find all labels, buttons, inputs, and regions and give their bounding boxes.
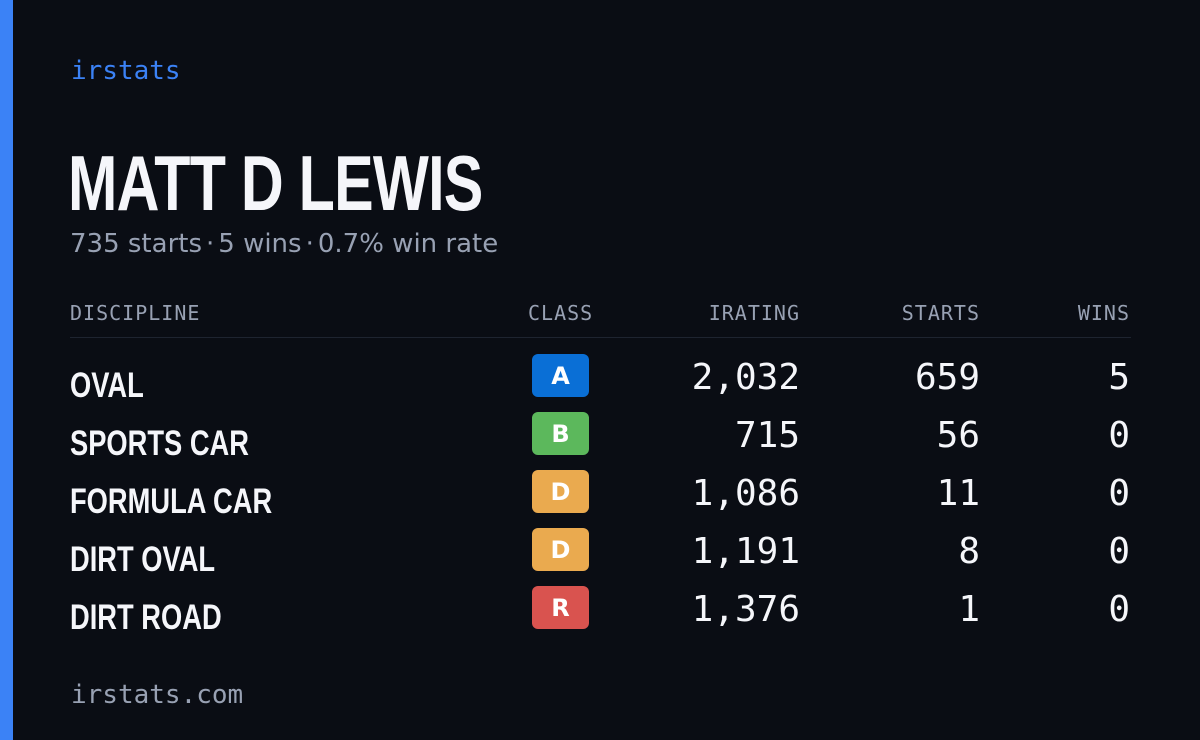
license-class-badge: D xyxy=(532,470,589,513)
header-class: CLASS xyxy=(528,301,594,325)
license-class-badge: R xyxy=(532,586,589,629)
wins-value: 0 xyxy=(1108,415,1130,456)
separator-dot: · xyxy=(305,229,314,259)
table-row: OVAL A 2,032 659 5 xyxy=(70,354,1131,412)
discipline-name: DIRT ROAD xyxy=(70,598,222,637)
table-body: OVAL A 2,032 659 5 SPORTS CAR B 715 56 0… xyxy=(70,354,1131,644)
win-rate: 0.7% win rate xyxy=(317,229,499,259)
starts-value: 659 xyxy=(914,357,980,398)
header-irating: IRATING xyxy=(708,301,800,325)
table-row: DIRT OVAL D 1,191 8 0 xyxy=(70,528,1131,586)
wins-value: 5 xyxy=(1108,357,1130,398)
license-class-badge: D xyxy=(532,528,589,571)
starts-value: 1 xyxy=(958,589,980,630)
driver-summary: 735 starts · 5 wins · 0.7% win rate xyxy=(70,229,498,259)
starts-value: 8 xyxy=(958,531,980,572)
license-class-badge: B xyxy=(532,412,589,455)
table-header: DISCIPLINE CLASS IRATING STARTS WINS xyxy=(70,300,1131,338)
irating-value: 715 xyxy=(734,415,800,456)
discipline-stats-table: DISCIPLINE CLASS IRATING STARTS WINS OVA… xyxy=(70,300,1131,644)
starts-value: 56 xyxy=(936,415,980,456)
wins-value: 0 xyxy=(1108,589,1130,630)
discipline-name: DIRT OVAL xyxy=(70,540,216,579)
footer-url[interactable]: irstats.com xyxy=(71,680,244,710)
license-class-badge: A xyxy=(532,354,589,397)
header-discipline: DISCIPLINE xyxy=(70,301,201,325)
header-wins: WINS xyxy=(1077,301,1130,325)
table-row: DIRT ROAD R 1,376 1 0 xyxy=(70,586,1131,644)
irating-value: 1,376 xyxy=(691,589,800,630)
discipline-name: OVAL xyxy=(70,366,144,405)
table-row: SPORTS CAR B 715 56 0 xyxy=(70,412,1131,470)
discipline-name: SPORTS CAR xyxy=(70,424,249,463)
separator-dot: · xyxy=(206,229,215,259)
irating-value: 2,032 xyxy=(691,357,800,398)
irating-value: 1,086 xyxy=(691,473,800,514)
total-wins: 5 wins xyxy=(218,229,302,259)
header-starts: STARTS xyxy=(901,301,980,325)
driver-name: MATT D LEWIS xyxy=(68,139,483,227)
starts-value: 11 xyxy=(936,473,980,514)
table-row: FORMULA CAR D 1,086 11 0 xyxy=(70,470,1131,528)
wins-value: 0 xyxy=(1108,531,1130,572)
brand-logo[interactable]: irstats xyxy=(71,56,181,86)
accent-bar xyxy=(0,0,13,740)
discipline-name: FORMULA CAR xyxy=(70,482,273,521)
wins-value: 0 xyxy=(1108,473,1130,514)
total-starts: 735 starts xyxy=(70,229,202,259)
irating-value: 1,191 xyxy=(691,531,800,572)
